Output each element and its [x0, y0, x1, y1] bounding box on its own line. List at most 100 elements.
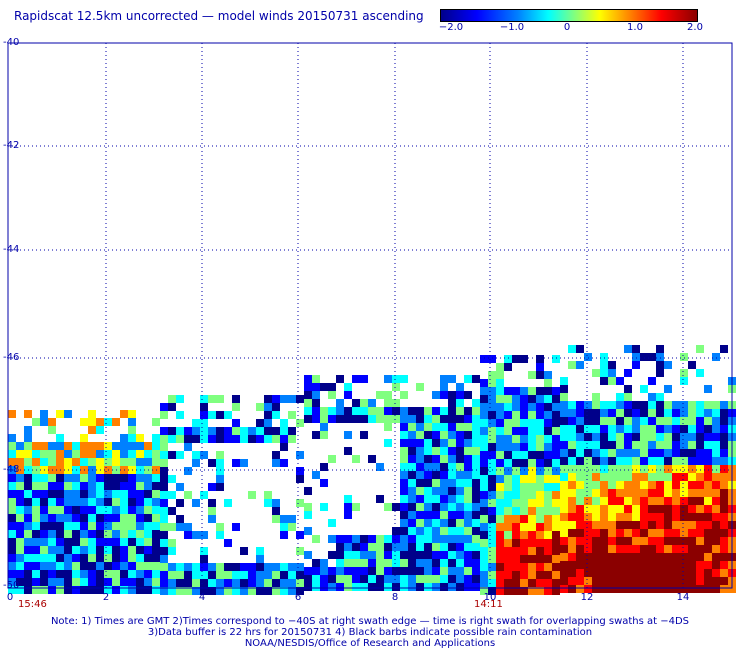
wind-cell	[536, 403, 544, 411]
wind-cell	[288, 523, 296, 531]
wind-cell	[680, 529, 688, 537]
wind-cell	[288, 563, 296, 571]
wind-cell	[496, 419, 504, 427]
wind-cell	[136, 442, 144, 450]
wind-cell	[504, 435, 512, 443]
wind-cell	[496, 443, 504, 451]
wind-cell	[480, 411, 488, 419]
wind-cell	[624, 473, 632, 481]
wind-cell	[128, 562, 136, 570]
wind-cell	[424, 431, 432, 439]
wind-cell	[176, 427, 184, 435]
wind-cell	[672, 553, 680, 561]
wind-cell	[144, 522, 152, 530]
wind-cell	[488, 531, 496, 539]
wind-cell	[568, 521, 576, 529]
wind-cell	[184, 435, 192, 443]
wind-cell	[80, 530, 88, 538]
wind-cell	[488, 579, 496, 587]
wind-cell	[640, 409, 648, 417]
wind-cell	[80, 578, 88, 586]
wind-cell	[664, 457, 672, 465]
wind-cell	[704, 553, 712, 561]
wind-cell	[656, 457, 664, 465]
wind-cell	[520, 387, 528, 395]
wind-cell	[632, 577, 640, 585]
wind-cell	[328, 583, 336, 591]
wind-cell	[112, 554, 120, 562]
wind-cell	[552, 459, 560, 467]
wind-cell	[384, 559, 392, 567]
wind-cell	[416, 527, 424, 535]
wind-cell	[688, 481, 696, 489]
wind-cell	[8, 474, 16, 482]
wind-cell	[72, 498, 80, 506]
wind-cell	[424, 455, 432, 463]
colorbar-label: 1.0	[627, 22, 643, 33]
wind-cell	[32, 458, 40, 466]
wind-cell	[664, 505, 672, 513]
wind-cell	[720, 553, 728, 561]
wind-cell	[544, 523, 552, 531]
wind-cell	[720, 425, 728, 433]
wind-cell	[488, 475, 496, 483]
wind-cell	[648, 449, 656, 457]
wind-cell	[144, 514, 152, 522]
wind-cell	[568, 481, 576, 489]
wind-cell	[488, 451, 496, 459]
wind-cell	[256, 403, 264, 411]
wind-cell	[64, 546, 72, 554]
wind-cell	[504, 363, 512, 371]
wind-cell	[624, 409, 632, 417]
wind-cell	[544, 515, 552, 523]
wind-cell	[488, 587, 496, 595]
wind-cell	[88, 418, 96, 426]
wind-cell	[184, 587, 192, 595]
lon-label: 4	[198, 592, 206, 603]
wind-cell	[504, 475, 512, 483]
wind-cell	[448, 447, 456, 455]
wind-cell	[440, 487, 448, 495]
wind-cell	[496, 571, 504, 579]
wind-cell	[368, 575, 376, 583]
wind-cell	[424, 503, 432, 511]
wind-cell	[248, 435, 256, 443]
wind-cell	[640, 561, 648, 569]
wind-cell	[168, 563, 176, 571]
wind-cell	[672, 473, 680, 481]
wind-cell	[712, 537, 720, 545]
wind-cell	[592, 417, 600, 425]
wind-cell	[696, 497, 704, 505]
wind-cell	[72, 514, 80, 522]
wind-cell	[344, 415, 352, 423]
wind-cell	[312, 471, 320, 479]
wind-cell	[328, 567, 336, 575]
wind-cell	[584, 441, 592, 449]
wind-cell	[576, 553, 584, 561]
wind-cell	[304, 375, 312, 383]
wind-cell	[664, 417, 672, 425]
wind-cell	[696, 345, 704, 353]
wind-cell	[152, 578, 160, 586]
wind-cell	[560, 585, 568, 593]
wind-cell	[712, 417, 720, 425]
wind-cell	[64, 522, 72, 530]
wind-cell	[48, 426, 56, 434]
wind-cell	[568, 441, 576, 449]
wind-cell	[528, 435, 536, 443]
wind-cell	[192, 563, 200, 571]
wind-cell	[712, 457, 720, 465]
wind-cell	[616, 505, 624, 513]
wind-cell	[152, 418, 160, 426]
wind-cell	[560, 473, 568, 481]
wind-cell	[344, 575, 352, 583]
wind-cell	[408, 407, 416, 415]
wind-cell	[120, 586, 128, 594]
wind-cell	[88, 546, 96, 554]
wind-cell	[128, 482, 136, 490]
wind-cell	[304, 583, 312, 591]
wind-cell	[192, 419, 200, 427]
wind-cell	[208, 499, 216, 507]
wind-cell	[32, 538, 40, 546]
wind-cell	[528, 499, 536, 507]
